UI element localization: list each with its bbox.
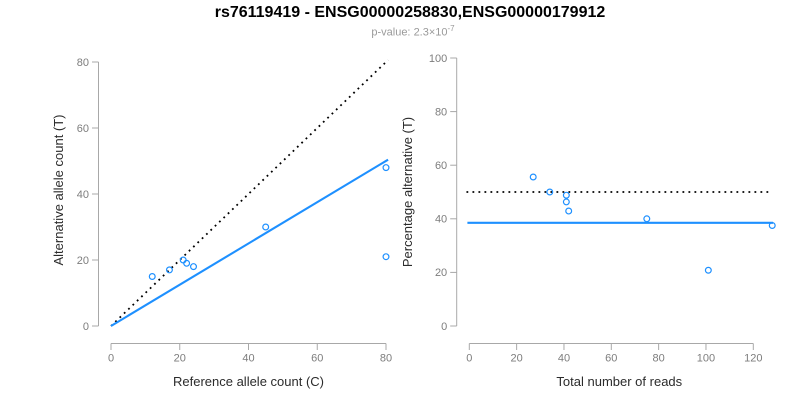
data-point [262, 223, 270, 231]
pvalue-exponent: -7 [447, 24, 455, 33]
data-point [643, 215, 651, 223]
pvalue-base: 2.3×10 [413, 26, 448, 39]
data-point [704, 266, 712, 274]
data-point [565, 207, 573, 215]
x-tick-label: 40 [242, 353, 254, 365]
x-tick-label: 40 [558, 353, 570, 365]
x-axis-title: Total number of reads [556, 374, 682, 389]
data-point [768, 222, 776, 230]
x-tick-label: 20 [174, 353, 186, 365]
y-tick-label: 40 [77, 189, 89, 201]
y-tick-label: 100 [429, 53, 447, 65]
x-tick-label: 100 [697, 353, 715, 365]
data-point [165, 266, 173, 274]
regression-line [110, 158, 389, 327]
y-tick-label: 0 [83, 321, 89, 333]
y-tick-label: 0 [441, 321, 447, 333]
y-axis-title: Percentage alternative (T) [400, 117, 415, 267]
x-tick-label: 80 [653, 353, 665, 365]
data-point [546, 188, 554, 196]
pvalue-subtitle: p-value: 2.3×10-7 [33, 24, 793, 39]
data-point [179, 256, 187, 264]
x-tick-label: 60 [605, 353, 617, 365]
y-tick-label: 80 [77, 57, 89, 69]
x-tick-label: 0 [466, 353, 472, 365]
x-axis-title: Reference allele count (C) [173, 374, 324, 389]
percentage-alternative-plot: 0 20 40 60 80 100 0 20 40 60 80 100 120 Total number … [400, 53, 776, 389]
y-axis-title: Alternative allele count (T) [51, 114, 66, 265]
data-point [183, 259, 191, 267]
data-point [382, 253, 390, 261]
x-tick-label: 80 [380, 353, 392, 365]
x-tick-label: 0 [108, 353, 114, 365]
data-point [529, 173, 537, 181]
identity-line [110, 59, 389, 327]
y-tick-label: 20 [435, 267, 447, 279]
pvalue-prefix: p-value: [371, 26, 414, 39]
x-tick-label: 60 [311, 353, 323, 365]
data-point [562, 198, 570, 206]
data-point [562, 191, 570, 199]
data-point [148, 273, 156, 281]
x-tick-label: 120 [744, 353, 762, 365]
y-tick-label: 60 [435, 160, 447, 172]
data-point [190, 263, 198, 271]
y-tick-label: 60 [77, 123, 89, 135]
y-tick-label: 80 [435, 106, 447, 118]
allele-counts-plot: 0 20 40 60 80 0 20 40 60 80 Reference allele count… [51, 57, 392, 389]
y-tick-label: 20 [77, 255, 89, 267]
data-point [382, 164, 390, 172]
y-tick-label: 40 [435, 214, 447, 226]
figure-title: rs76119419 - ENSG00000258830,ENSG0000017… [214, 4, 606, 21]
x-tick-label: 20 [511, 353, 523, 365]
